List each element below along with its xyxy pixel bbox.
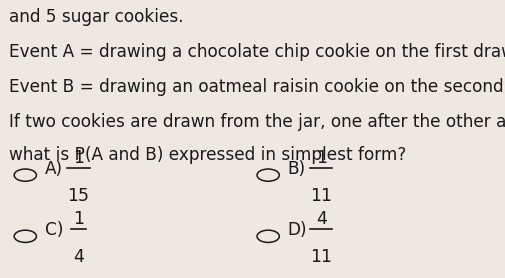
Text: 1: 1 (73, 210, 84, 228)
Text: Event A = drawing a chocolate chip cookie on the first draw: Event A = drawing a chocolate chip cooki… (9, 43, 505, 61)
Text: C): C) (44, 221, 63, 239)
Text: what is P(A and B) expressed in simplest form?: what is P(A and B) expressed in simplest… (9, 146, 406, 164)
Text: 1: 1 (315, 149, 326, 167)
Text: 1: 1 (73, 149, 84, 167)
Text: A): A) (44, 160, 63, 178)
Text: 11: 11 (310, 187, 332, 205)
Text: D): D) (287, 221, 307, 239)
Text: 4: 4 (315, 210, 326, 228)
Text: 15: 15 (67, 187, 89, 205)
Text: 4: 4 (73, 248, 84, 266)
Text: B): B) (287, 160, 305, 178)
Text: Event B = drawing an oatmeal raisin cookie on the second draw: Event B = drawing an oatmeal raisin cook… (9, 78, 505, 96)
Text: and 5 sugar cookies.: and 5 sugar cookies. (9, 8, 183, 26)
Text: If two cookies are drawn from the jar, one after the other and not replaced,: If two cookies are drawn from the jar, o… (9, 113, 505, 131)
Text: 11: 11 (310, 248, 332, 266)
